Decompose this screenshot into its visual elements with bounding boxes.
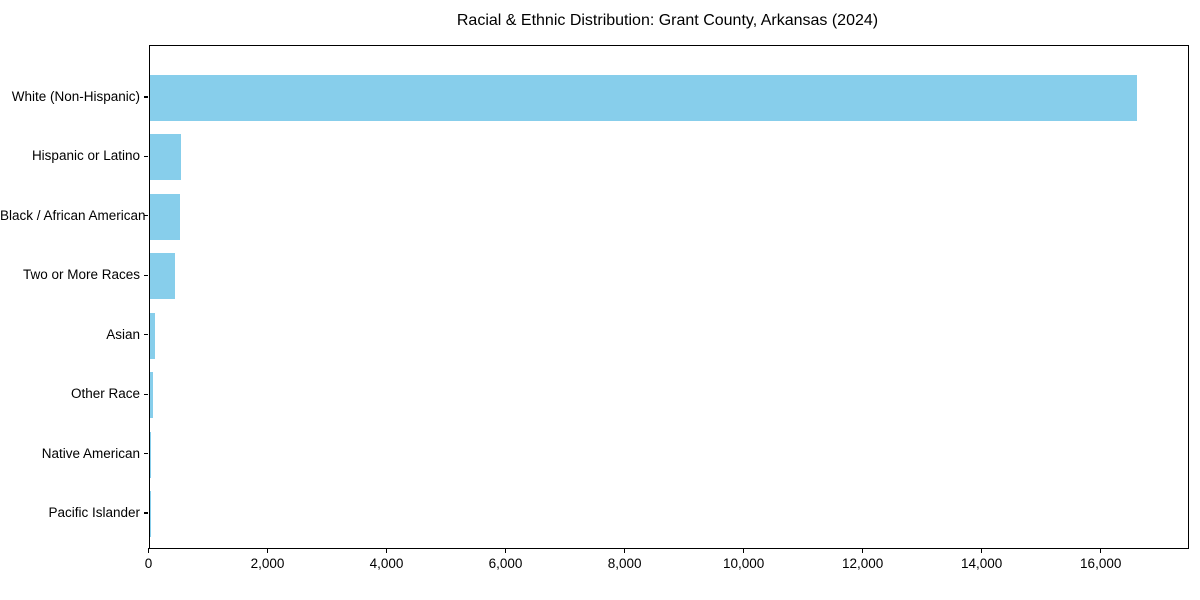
- bar: [149, 134, 182, 181]
- y-axis-category-label: Pacific Islander: [48, 505, 140, 520]
- y-axis-category-label: Two or More Races: [22, 267, 140, 283]
- bar: [149, 193, 180, 240]
- x-axis-tick-label: 0: [144, 556, 153, 571]
- bar: [149, 312, 156, 359]
- y-tick-mark: [143, 512, 148, 514]
- y-axis-category-label: Hispanic or Latino: [31, 148, 140, 164]
- x-tick-mark: [266, 548, 269, 553]
- chart-title: Racial & Ethnic Distribution: Grant Coun…: [456, 12, 879, 29]
- x-axis-tick-label: 16,000: [1080, 556, 1122, 571]
- x-axis-tick-label: 12,000: [841, 556, 884, 571]
- y-tick-mark: [143, 155, 148, 158]
- y-axis-category-label: White (Non-Hispanic): [11, 89, 140, 104]
- plot-area: [148, 45, 1189, 549]
- y-tick-mark: [143, 96, 148, 98]
- bar: [149, 431, 152, 478]
- x-tick-mark: [743, 548, 745, 553]
- x-axis-tick-label: 4,000: [369, 556, 404, 571]
- y-axis-category-label: Other Race: [70, 386, 140, 402]
- bar: [149, 253, 176, 300]
- x-axis-tick-label: 2,000: [250, 556, 285, 571]
- x-tick-mark: [624, 548, 626, 553]
- y-tick-mark: [143, 393, 148, 395]
- x-axis-tick-label: 14,000: [961, 556, 1003, 571]
- x-tick-mark: [504, 548, 507, 553]
- y-tick-mark: [143, 452, 148, 455]
- x-tick-mark: [981, 548, 983, 553]
- x-axis-tick-label: 10,000: [722, 556, 765, 571]
- x-tick-mark: [147, 548, 150, 553]
- y-tick-mark: [143, 274, 148, 276]
- x-tick-mark: [385, 548, 388, 553]
- bar: [149, 75, 1138, 121]
- y-tick-mark: [143, 334, 148, 336]
- y-axis-category-label: Black / African American: [0, 207, 146, 223]
- y-axis-category-label: Native American: [41, 445, 140, 461]
- bar: [149, 372, 154, 419]
- y-tick-mark: [143, 215, 148, 217]
- y-axis-category-label: Asian: [106, 326, 140, 342]
- x-axis-tick-label: 8,000: [607, 556, 642, 571]
- x-axis-tick-label: 6,000: [488, 556, 523, 571]
- x-tick-mark: [862, 548, 864, 553]
- x-tick-mark: [1100, 548, 1102, 553]
